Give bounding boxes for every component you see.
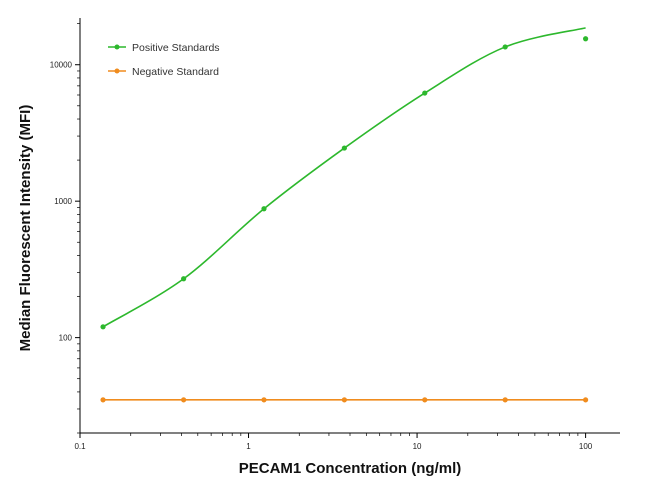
legend-item-positive: Positive Standards — [108, 42, 220, 54]
data-point — [422, 90, 428, 96]
data-point — [341, 145, 347, 151]
y-tick-label: 1000 — [54, 197, 72, 206]
data-point — [341, 397, 347, 403]
axes — [79, 18, 620, 434]
legend: Positive Standards Negative Standard — [108, 42, 220, 78]
x-tick-label: 0.1 — [74, 442, 86, 451]
data-point — [261, 206, 267, 212]
data-point — [100, 397, 106, 403]
legend-item-negative: Negative Standard — [108, 66, 219, 78]
legend-label-positive: Positive Standards — [132, 42, 220, 54]
y-tick-label: 100 — [59, 334, 73, 343]
y-axis-title: Median Fluorescent Intensity (MFI) — [17, 105, 34, 352]
fit-curves — [102, 27, 586, 401]
x-tick-label: 100 — [579, 442, 593, 451]
x-axis-title: PECAM1 Concentration (ng/ml) — [239, 460, 462, 477]
data-point — [422, 397, 428, 403]
data-point — [583, 36, 589, 42]
data-point — [261, 397, 267, 403]
data-point — [181, 276, 187, 282]
x-ticks: 0.1 1 10 100 — [74, 433, 593, 451]
legend-label-negative: Negative Standard — [132, 66, 219, 78]
data-point — [502, 44, 508, 50]
data-point — [181, 397, 187, 403]
legend-marker-negative — [114, 68, 120, 74]
legend-marker-positive — [114, 44, 120, 50]
y-tick-label: 10000 — [50, 61, 73, 70]
data-point — [583, 397, 589, 403]
x-tick-label: 1 — [246, 442, 251, 451]
data-point — [502, 397, 508, 403]
data-points — [100, 36, 589, 403]
data-point — [100, 324, 106, 330]
y-ticks: 100 1000 10000 — [50, 23, 80, 434]
x-tick-label: 10 — [413, 442, 422, 451]
